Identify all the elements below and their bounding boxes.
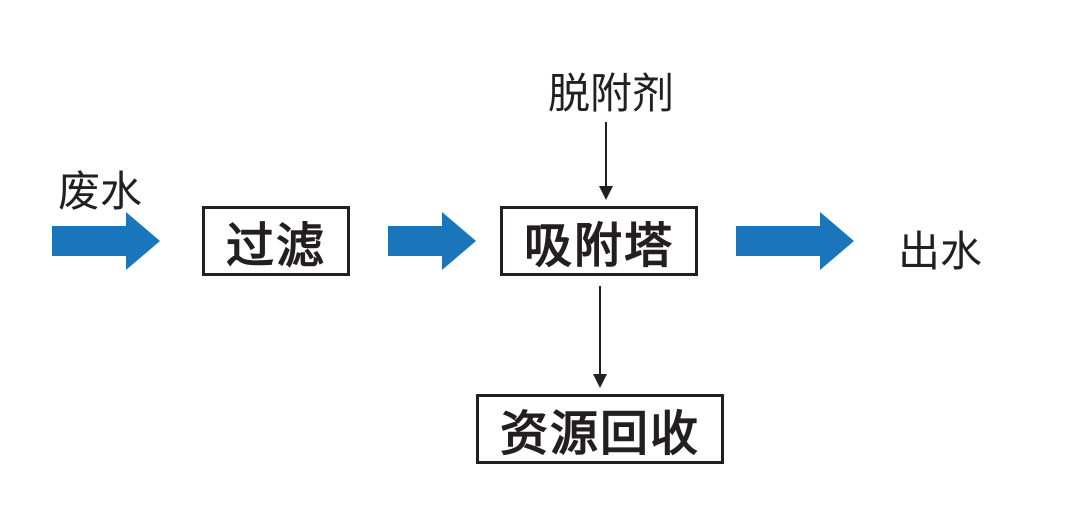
node-filter-text: 过滤 — [226, 206, 326, 276]
arrow-in-icon — [52, 212, 160, 275]
node-recovery: 资源回收 — [476, 394, 724, 464]
node-adsorber-text: 吸附塔 — [524, 206, 674, 276]
node-filter: 过滤 — [202, 206, 350, 276]
flowchart-canvas: 废水 脱附剂 出水 过滤 吸附塔 资源回收 — [0, 0, 1080, 517]
arrow-mid-icon — [388, 212, 476, 275]
arrow-desorbent-down-icon — [596, 122, 616, 205]
label-desorbent: 脱附剂 — [548, 60, 674, 121]
label-effluent: 出水 — [898, 218, 982, 279]
node-adsorber: 吸附塔 — [500, 206, 698, 276]
arrow-to-recovery-icon — [590, 286, 610, 393]
node-recovery-text: 资源回收 — [500, 394, 700, 464]
label-wastewater: 废水 — [58, 158, 142, 219]
arrow-out-icon — [736, 212, 854, 275]
